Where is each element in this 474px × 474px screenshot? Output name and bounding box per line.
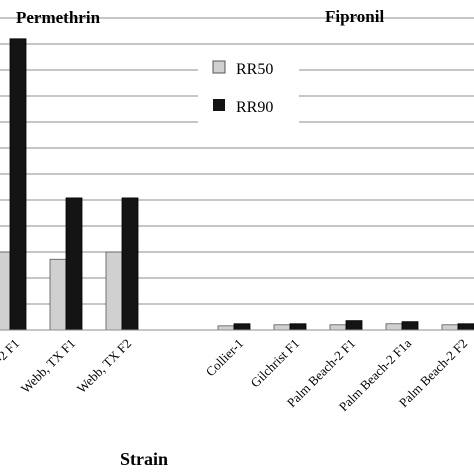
bar-rr50-2 — [105, 251, 123, 331]
bar-rr90-5 — [345, 320, 363, 331]
x-tick-label: -2 F1 — [0, 336, 22, 366]
bar-rr90-2 — [121, 197, 139, 331]
bar-rr50-3 — [217, 325, 235, 331]
legend-label-rr90: RR90 — [236, 99, 273, 116]
bar-rr90-4 — [289, 323, 307, 331]
bar-rr90-3 — [233, 323, 251, 331]
x-tick-label: Webb, TX F1 — [18, 336, 79, 397]
legend: RR50 RR90 — [198, 46, 299, 131]
panel-title-fipronil: Fipronil — [325, 7, 384, 26]
bar-rr50-7 — [441, 324, 459, 331]
x-tick-label: Collier-1 — [203, 336, 247, 380]
bar-rr50-5 — [329, 324, 347, 331]
bar-rr50-0 — [0, 251, 11, 331]
bar-rr50-4 — [273, 324, 291, 331]
legend-label-rr50: RR50 — [236, 61, 273, 78]
bar-rr90-1 — [65, 197, 83, 331]
bar-rr90-6 — [401, 321, 419, 331]
legend-swatch-rr50 — [212, 60, 226, 74]
x-tick-label: Webb, TX F2 — [74, 336, 135, 397]
bar-rr50-1 — [49, 258, 67, 331]
bar-rr90-0 — [9, 38, 27, 331]
legend-swatch-rr90 — [213, 99, 225, 111]
bar-rr50-6 — [385, 323, 403, 331]
x-axis-title: Strain — [120, 449, 168, 469]
legend-box — [198, 46, 299, 131]
bar-rr90-7 — [457, 323, 474, 331]
bars — [0, 38, 474, 331]
panel-title-permethrin: Permethrin — [16, 8, 101, 27]
x-tick-label: Gilchrist F1 — [247, 336, 302, 391]
